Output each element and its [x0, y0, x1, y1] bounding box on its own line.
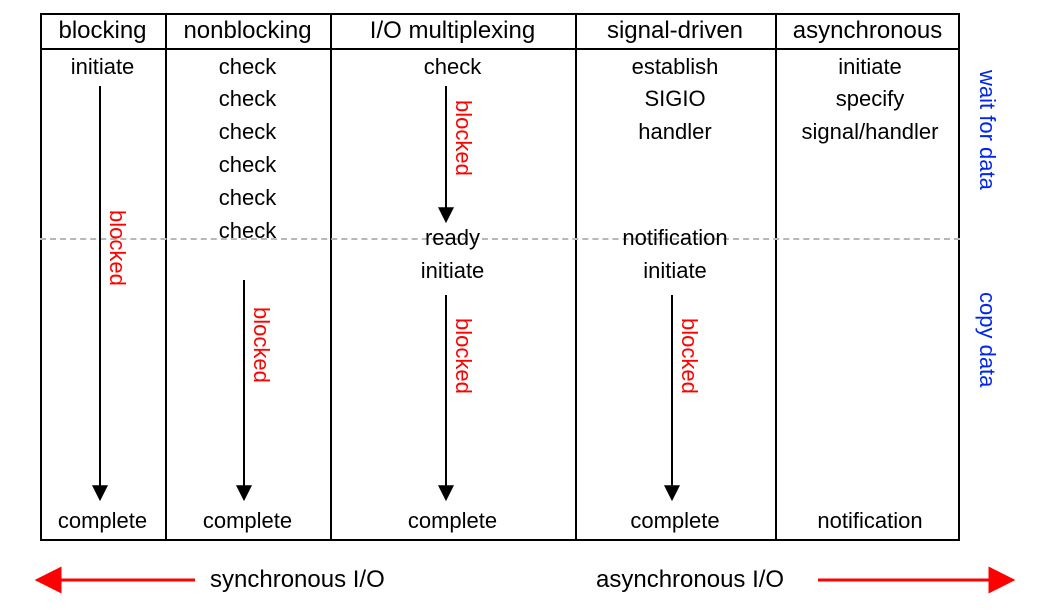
signal-complete: complete	[575, 508, 775, 534]
signal-notification: notification	[575, 225, 775, 251]
io-models-diagram: blocking nonblocking I/O multiplexing si…	[0, 0, 1049, 613]
nonblocking-blocked: blocked	[248, 307, 274, 383]
signal-establish-1: establish	[575, 54, 775, 80]
multiplex-initiate: initiate	[330, 258, 575, 284]
blocking-initiate: initiate	[40, 54, 165, 80]
multiplex-blocked-top: blocked	[450, 100, 476, 176]
multiplex-check: check	[330, 54, 575, 80]
footer-async-label: asynchronous I/O	[596, 566, 784, 594]
multiplex-ready: ready	[330, 225, 575, 251]
header-signal-driven: signal-driven	[575, 14, 775, 48]
blocking-blocked: blocked	[104, 210, 130, 286]
nonblocking-check-2: check	[165, 86, 330, 112]
blocking-complete: complete	[40, 508, 165, 534]
nonblocking-check-4: check	[165, 152, 330, 178]
header-multiplexing: I/O multiplexing	[330, 14, 575, 48]
header-blocking: blocking	[40, 14, 165, 48]
header-separator	[40, 48, 960, 50]
phase-copy-label: copy data	[974, 292, 1000, 387]
nonblocking-check-5: check	[165, 185, 330, 211]
multiplex-blocked-bot: blocked	[450, 318, 476, 394]
nonblocking-check-3: check	[165, 119, 330, 145]
nonblocking-check-6: check	[165, 218, 330, 244]
async-notification: notification	[775, 508, 965, 534]
async-line-3: signal/handler	[775, 119, 965, 145]
async-line-2: specify	[775, 86, 965, 112]
footer-sync-label: synchronous I/O	[210, 566, 385, 594]
header-asynchronous: asynchronous	[775, 14, 960, 48]
signal-initiate: initiate	[575, 258, 775, 284]
multiplex-complete: complete	[330, 508, 575, 534]
nonblocking-check-1: check	[165, 54, 330, 80]
header-nonblocking: nonblocking	[165, 14, 330, 48]
signal-blocked: blocked	[676, 318, 702, 394]
nonblocking-complete: complete	[165, 508, 330, 534]
phase-wait-label: wait for data	[974, 70, 1000, 190]
signal-establish-2: SIGIO	[575, 86, 775, 112]
signal-establish-3: handler	[575, 119, 775, 145]
async-line-1: initiate	[775, 54, 965, 80]
